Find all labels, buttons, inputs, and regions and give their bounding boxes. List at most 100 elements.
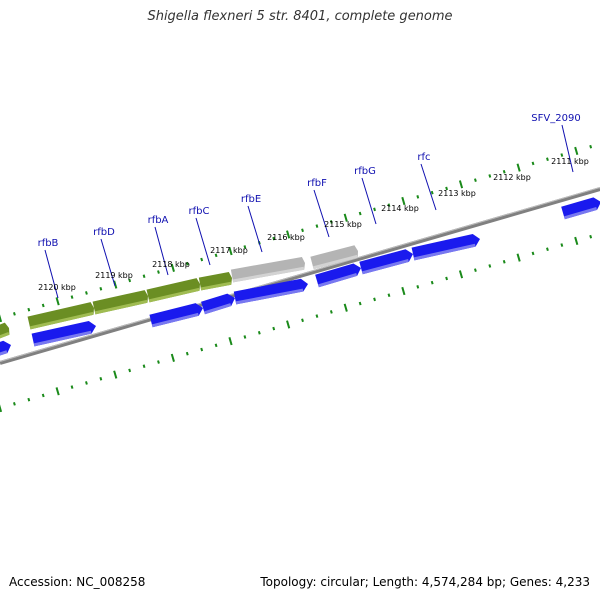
gene-leader-line (195, 217, 211, 266)
kbp-tick-label: 2114 kbp (381, 204, 419, 213)
scale-tick (343, 213, 348, 222)
cds-arrow-green-body (92, 290, 148, 315)
scale-tick (315, 224, 319, 228)
gene-label: rfbA (148, 215, 169, 226)
scale-tick (142, 274, 146, 279)
tick-marks (0, 144, 593, 413)
scale-tick (458, 270, 464, 279)
scale-tick (243, 245, 247, 249)
scale-tick (99, 376, 103, 381)
cds-arrow-grey (310, 245, 358, 270)
gene-leader-line (361, 177, 377, 225)
gene-label: rfbF (307, 178, 327, 189)
cds-arrow-grey-shade (232, 266, 305, 283)
cds-arrow-blue (315, 263, 361, 288)
scale-tick (430, 190, 434, 195)
cds-arrow-blue-shade (563, 207, 598, 220)
scale-tick (488, 264, 492, 268)
cds-arrow-grey (230, 256, 305, 283)
cds-arrow-blue (561, 197, 600, 220)
scale-tick (531, 161, 535, 166)
scale-tick (243, 335, 247, 339)
scale-tick (170, 353, 175, 362)
scale-tick (445, 276, 449, 281)
cds-arrow-green-shade (200, 281, 232, 291)
scale-tick (13, 402, 16, 406)
scale-tick (228, 337, 233, 346)
gene-label: rfbC (189, 206, 210, 217)
gene-leader-line (420, 163, 437, 211)
scale-tick (85, 291, 88, 295)
gene-leader-line (247, 205, 263, 253)
scale-tick (185, 261, 189, 266)
scale-tick (41, 303, 45, 308)
gene-leader-line (44, 249, 59, 299)
scale-tick (387, 293, 391, 298)
scale-tick (516, 253, 521, 262)
scale-tick (55, 387, 60, 396)
cds-arrow-blue (31, 320, 97, 347)
scale-tick (301, 228, 304, 233)
scale-tick (546, 247, 549, 252)
cds-arrow-blue-body (561, 197, 600, 220)
cds-arrow-blue-body (315, 263, 361, 288)
scale-tick (488, 174, 492, 178)
cds-arrow-blue (0, 340, 11, 356)
scale-tick (272, 236, 276, 241)
scale-tick (445, 186, 449, 191)
scale-tick (574, 146, 579, 156)
accession-text: Accession: NC_008258 (9, 575, 146, 589)
scale-tick (502, 259, 506, 264)
cds-arrow-green-shade (148, 287, 200, 303)
scale-tick (200, 257, 204, 262)
scale-tick (416, 285, 420, 289)
scale-tick (560, 243, 564, 247)
cds-arrow-green-shade (0, 331, 10, 339)
scale-tick (272, 326, 276, 331)
gene-leader-line (561, 124, 574, 173)
scale-tick (228, 247, 233, 256)
backbone-highlight (0, 187, 600, 362)
scale-tick (128, 368, 132, 373)
gene-label: rfbG (354, 166, 376, 177)
gene-label: SFV_2090 (531, 113, 580, 124)
cds-arrow-green (0, 322, 10, 339)
gene-leader-line (100, 238, 116, 287)
scale-tick (315, 314, 319, 318)
cds-arrow-blue-body (0, 340, 11, 356)
scale-tick (200, 347, 204, 352)
scale-tick (430, 280, 434, 285)
cds-arrow-blue-shade (235, 288, 304, 305)
cds-arrow-blue-body (149, 303, 203, 328)
kbp-tick-label: 2116 kbp (267, 233, 305, 242)
kbp-tick-label: 2117 kbp (210, 246, 248, 255)
scale-tick (329, 220, 333, 224)
scale-tick (214, 253, 218, 258)
cds-arrow-green-body (27, 302, 94, 330)
scale-tick (113, 370, 118, 379)
cds-arrow-green (27, 302, 94, 330)
cds-arrow-blue (149, 303, 203, 328)
genome-backbone (0, 187, 600, 365)
scale-tick (416, 195, 420, 199)
cds-arrow-blue (411, 233, 480, 261)
scale-tick (157, 360, 160, 364)
cds-arrow-blue-body (31, 320, 97, 347)
kbp-tick-label: 2115 kbp (324, 220, 362, 229)
scale-tick (589, 144, 593, 149)
gene-leader-line (154, 226, 169, 276)
scale-tick (257, 330, 261, 335)
gene-leader-line (313, 189, 330, 238)
cds-arrow-blue-body (201, 293, 235, 315)
scale-tick (214, 343, 218, 348)
scale-tick (329, 310, 333, 314)
topology-summary-text: Topology: circular; Length: 4,574,284 bp… (260, 575, 590, 589)
cds-arrow-blue-shade (413, 243, 476, 261)
scale-tick (27, 307, 31, 312)
cds-arrow-green-shade (94, 299, 148, 315)
scale-tick (358, 301, 362, 306)
scale-tick (373, 207, 376, 212)
kbp-tick-label: 2112 kbp (493, 173, 531, 182)
scale-tick (0, 404, 3, 413)
